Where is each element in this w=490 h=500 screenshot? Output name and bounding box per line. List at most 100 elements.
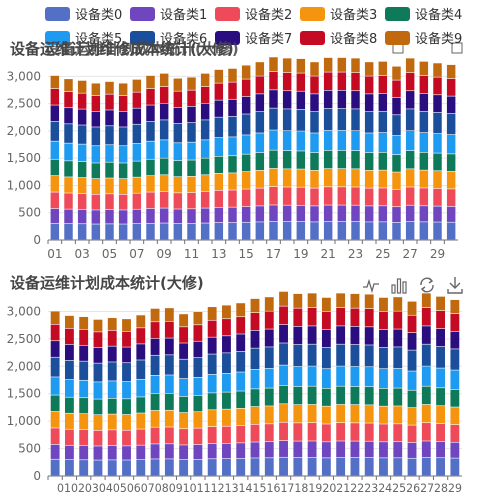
chart2-bar-segment[interactable] (236, 425, 246, 443)
chart1-bar-segment[interactable] (351, 221, 360, 240)
chart2-bar-segment[interactable] (450, 458, 460, 476)
chart1-bar-segment[interactable] (405, 150, 415, 169)
chart2-bar-segment[interactable] (307, 307, 317, 326)
chart1-bar-segment[interactable] (337, 90, 347, 109)
chart2-bar-segment[interactable] (350, 293, 360, 308)
chart2-bar-segment[interactable] (407, 371, 417, 390)
chart2-bar-segment[interactable] (407, 442, 417, 458)
chart1-bar-segment[interactable] (446, 113, 456, 135)
chart1-bar-segment[interactable] (77, 144, 87, 162)
chart1-bar-segment[interactable] (214, 156, 224, 174)
chart2-bar-segment[interactable] (307, 386, 317, 405)
chart1-bar-segment[interactable] (310, 188, 319, 206)
chart1-bar-segment[interactable] (146, 121, 155, 141)
chart1-bar-segment[interactable] (310, 152, 319, 171)
chart1-bar-segment[interactable] (132, 79, 142, 92)
chart2-bar-segment[interactable] (279, 365, 288, 386)
chart1-bar-segment[interactable] (337, 168, 347, 187)
legend-item-6[interactable]: 设备类6 (130, 28, 207, 47)
chart1-bar-segment[interactable] (392, 189, 401, 207)
chart2-bar-segment[interactable] (264, 442, 274, 458)
chart1-bar-segment[interactable] (323, 168, 333, 187)
chart2-bar-segment[interactable] (336, 386, 346, 405)
chart2-bar-segment[interactable] (264, 329, 274, 347)
chart1-bar-segment[interactable] (337, 108, 347, 131)
chart2-bar-segment[interactable] (379, 312, 388, 330)
chart1-bar-segment[interactable] (378, 188, 388, 206)
chart1-bar-segment[interactable] (446, 171, 456, 189)
chart2-bar-segment[interactable] (364, 345, 374, 367)
chart1-bar-segment[interactable] (282, 150, 292, 169)
chart1-bar-segment[interactable] (433, 95, 442, 113)
chart1-bar-segment[interactable] (378, 75, 388, 94)
chart1-bar-segment[interactable] (200, 208, 210, 223)
chart2-bar-segment[interactable] (236, 443, 246, 459)
chart2-bar-segment[interactable] (264, 368, 274, 388)
chart1-bar-segment[interactable] (173, 193, 183, 209)
chart1-bar-segment[interactable] (214, 137, 224, 157)
chart2-bar-segment[interactable] (179, 445, 189, 460)
chart2-bar-segment[interactable] (250, 424, 260, 442)
chart2-bar-segment[interactable] (421, 441, 431, 458)
chart1-bar-segment[interactable] (323, 72, 333, 91)
chart2-bar-segment[interactable] (50, 341, 60, 357)
chart1-bar-segment[interactable] (241, 222, 251, 240)
chart1-bar-segment[interactable] (241, 171, 251, 189)
chart2-bar-segment[interactable] (193, 377, 203, 396)
chart2-bar-segment[interactable] (193, 325, 203, 341)
chart2-bar-segment[interactable] (379, 297, 388, 312)
chart2-bar-segment[interactable] (279, 385, 288, 404)
chart2-bar-segment[interactable] (350, 386, 360, 405)
chart2-bar-segment[interactable] (93, 446, 103, 460)
chart2-bar-segment[interactable] (421, 326, 431, 344)
chart2-bar-segment[interactable] (222, 409, 231, 426)
chart2-bar-segment[interactable] (107, 445, 117, 460)
legend-item-0[interactable]: 设备类0 (45, 4, 122, 23)
chart1-bar-segment[interactable] (269, 57, 278, 72)
chart1-bar-segment[interactable] (241, 135, 251, 154)
chart2-bar-segment[interactable] (50, 444, 60, 459)
chart2-bar-segment[interactable] (307, 293, 317, 308)
chart1-bar-segment[interactable] (364, 170, 374, 188)
chart2-bar-segment[interactable] (207, 393, 217, 410)
chart1-bar-segment[interactable] (228, 99, 237, 117)
chart1-bar-segment[interactable] (282, 169, 292, 187)
chart1-bar-segment[interactable] (351, 169, 360, 187)
chart2-bar-segment[interactable] (379, 458, 388, 476)
chart2-bar-segment[interactable] (107, 430, 117, 446)
chart1-bar-segment[interactable] (50, 75, 60, 89)
chart2-bar-segment[interactable] (364, 294, 374, 309)
chart1-bar-segment[interactable] (296, 91, 306, 110)
chart2-bar-segment[interactable] (350, 326, 360, 345)
chart2-bar-segment[interactable] (350, 457, 360, 476)
chart2-bar-segment[interactable] (293, 293, 303, 308)
chart2-bar-segment[interactable] (407, 350, 417, 371)
chart2-bar-segment[interactable] (307, 344, 317, 366)
chart2-bar-segment[interactable] (122, 347, 131, 363)
chart1-bar-segment[interactable] (146, 175, 155, 192)
chart2-bar-segment[interactable] (64, 413, 74, 429)
chart1-bar-segment[interactable] (392, 222, 401, 240)
chart2-bar-segment[interactable] (50, 377, 60, 395)
chart1-bar-segment[interactable] (405, 221, 415, 240)
chart2-bar-segment[interactable] (393, 442, 403, 458)
chart2-bar-segment[interactable] (250, 458, 260, 476)
chart2-bar-segment[interactable] (379, 329, 388, 348)
chart2-bar-segment[interactable] (407, 390, 417, 408)
chart2-bar-segment[interactable] (64, 379, 74, 397)
chart2-bar-segment[interactable] (293, 326, 303, 345)
legend-item-5[interactable]: 设备类5 (45, 28, 122, 47)
chart2-bar-segment[interactable] (64, 445, 74, 460)
chart2-bar-segment[interactable] (350, 423, 360, 441)
chart2-bar-segment[interactable] (150, 375, 160, 394)
chart1-bar-segment[interactable] (132, 143, 142, 161)
chart1-bar-segment[interactable] (64, 124, 73, 143)
chart1-bar-segment[interactable] (105, 145, 114, 162)
chart2-bar-segment[interactable] (364, 387, 374, 405)
chart1-bar-segment[interactable] (337, 150, 347, 169)
chart2-bar-segment[interactable] (193, 412, 203, 428)
chart1-bar-segment[interactable] (433, 63, 442, 77)
chart1-bar-segment[interactable] (118, 127, 128, 146)
chart2-bar-segment[interactable] (450, 299, 460, 314)
chart1-bar-segment[interactable] (173, 209, 183, 224)
